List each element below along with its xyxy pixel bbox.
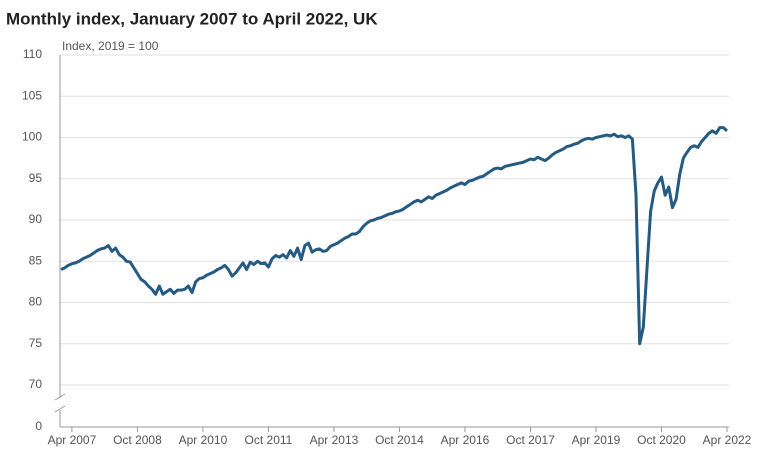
y-tick-label: 85 xyxy=(29,253,43,267)
x-tick-label: Oct 2011 xyxy=(245,433,293,447)
x-tick-label: Apr 2022 xyxy=(703,433,752,447)
y-tick-label: 75 xyxy=(29,336,43,350)
axis-break xyxy=(54,393,66,401)
y-tick-label: 90 xyxy=(29,212,43,226)
y-tick-label: 110 xyxy=(23,47,42,61)
x-tick-label: Apr 2016 xyxy=(441,433,490,447)
chart-title: Monthly index, January 2007 to April 202… xyxy=(6,9,378,28)
y-tick-label: 95 xyxy=(29,171,43,185)
data-line xyxy=(60,126,729,346)
y-tick-label: 105 xyxy=(22,88,42,102)
x-tick-label: Apr 2013 xyxy=(310,433,359,447)
axis-subtitle: Index, 2019 = 100 xyxy=(62,39,159,53)
x-tick-label: Oct 2020 xyxy=(637,433,686,447)
x-tick-label: Oct 2008 xyxy=(113,433,162,447)
x-tick-label: Apr 2010 xyxy=(179,433,228,447)
axis-break xyxy=(54,405,66,413)
x-tick-label: Oct 2014 xyxy=(375,433,424,447)
y-tick-label: 0 xyxy=(35,419,42,433)
y-tick-label: 70 xyxy=(29,377,43,391)
x-tick-label: Apr 2019 xyxy=(572,433,621,447)
x-tick-label: Apr 2007 xyxy=(48,433,97,447)
y-tick-label: 80 xyxy=(29,295,43,309)
y-tick-label: 100 xyxy=(22,130,42,144)
x-tick-label: Oct 2017 xyxy=(506,433,555,447)
